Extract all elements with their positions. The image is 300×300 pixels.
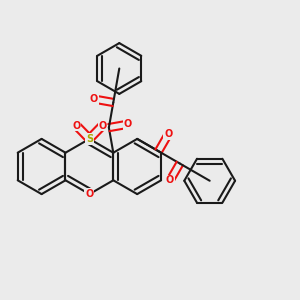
- Text: S: S: [86, 134, 93, 144]
- Text: O: O: [72, 121, 80, 130]
- Text: O: O: [164, 129, 172, 139]
- Text: O: O: [90, 94, 98, 104]
- Text: O: O: [98, 121, 106, 130]
- Text: O: O: [124, 119, 132, 129]
- Text: O: O: [166, 176, 174, 185]
- Text: O: O: [85, 189, 94, 199]
